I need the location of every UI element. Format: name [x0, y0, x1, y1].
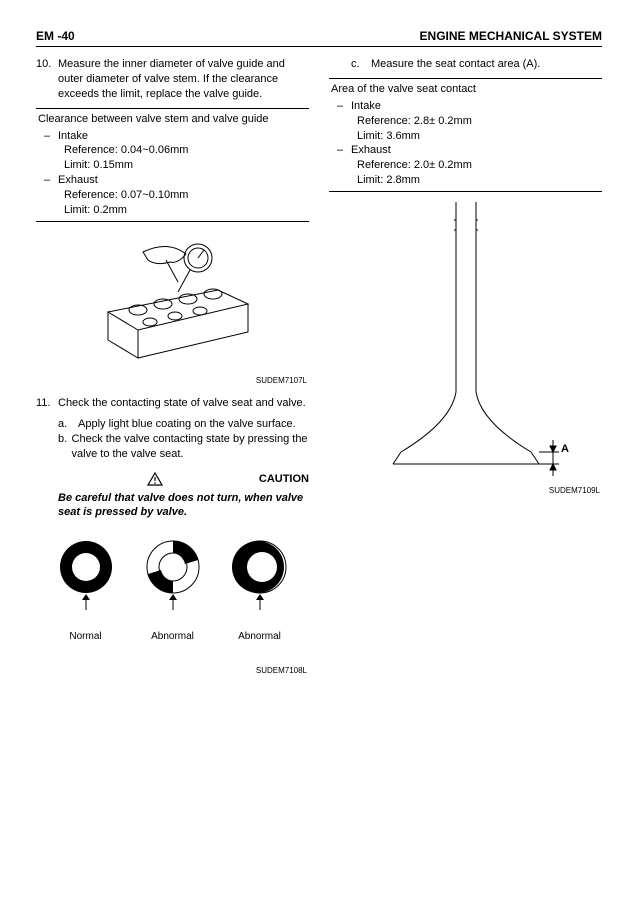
- exhaust-reference: Reference: 0.07~0.10mm: [64, 188, 307, 203]
- figure-code-3: SUDEM7109L: [329, 486, 600, 497]
- step-number: 10.: [36, 57, 58, 102]
- exhaust-reference: Reference: 2.0± 0.2mm: [357, 158, 600, 173]
- step-11b: b. Check the valve contacting state by p…: [36, 432, 309, 462]
- intake-reference: Reference: 2.8± 0.2mm: [357, 114, 600, 129]
- rings-figure: Normal Abnormal: [36, 538, 309, 644]
- step-c: c. Measure the seat contact area (A).: [329, 57, 602, 72]
- ring-abnormal-icon: [228, 538, 292, 616]
- page-id: EM -40: [36, 28, 75, 44]
- seat-contact-spec: Area of the valve seat contact –Intake R…: [329, 78, 602, 192]
- step-11: 11. Check the contacting state of valve …: [36, 396, 309, 411]
- ring-abnormal-icon: [141, 538, 205, 616]
- caution-text: Be careful that valve does not turn, whe…: [58, 491, 309, 521]
- gauge-on-head-figure: [36, 232, 309, 372]
- exhaust-label: Exhaust: [58, 173, 98, 188]
- intake-label: Intake: [351, 99, 381, 114]
- ring-label: Abnormal: [141, 630, 205, 644]
- intake-limit: Limit: 3.6mm: [357, 129, 600, 144]
- dimension-a-label: A: [561, 443, 569, 455]
- exhaust-limit: Limit: 2.8mm: [357, 173, 600, 188]
- caution-heading: CAUTION: [58, 472, 309, 487]
- clearance-spec: Clearance between valve stem and valve g…: [36, 108, 309, 222]
- figure-code-2: SUDEM7108L: [36, 666, 307, 677]
- substep-letter: c.: [351, 57, 371, 72]
- spec-title: Clearance between valve stem and valve g…: [38, 112, 307, 127]
- intake-limit: Limit: 0.15mm: [64, 158, 307, 173]
- spec-title: Area of the valve seat contact: [331, 82, 600, 97]
- substep-text: Check the valve contacting state by pres…: [72, 432, 309, 462]
- left-column: 10. Measure the inner diameter of valve …: [36, 57, 309, 686]
- step-text: Check the contacting state of valve seat…: [58, 396, 309, 411]
- step-10: 10. Measure the inner diameter of valve …: [36, 57, 309, 102]
- ring-label: Abnormal: [228, 630, 292, 644]
- substep-text: Measure the seat contact area (A).: [371, 57, 540, 72]
- valve-figure: A: [329, 202, 602, 482]
- figure-code-1: SUDEM7107L: [36, 376, 307, 387]
- ring-normal-icon: [54, 538, 118, 616]
- exhaust-label: Exhaust: [351, 143, 391, 158]
- substep-text: Apply light blue coating on the valve su…: [78, 417, 296, 432]
- step-11a: a. Apply light blue coating on the valve…: [36, 417, 309, 432]
- right-column: c. Measure the seat contact area (A). Ar…: [329, 57, 602, 686]
- intake-reference: Reference: 0.04~0.06mm: [64, 143, 307, 158]
- ring-label: Normal: [54, 630, 118, 644]
- step-number: 11.: [36, 396, 58, 411]
- section-title: ENGINE MECHANICAL SYSTEM: [420, 28, 602, 44]
- step-text: Measure the inner diameter of valve guid…: [58, 57, 309, 102]
- warning-icon: [147, 472, 163, 486]
- intake-label: Intake: [58, 129, 88, 144]
- caution-label: CAUTION: [259, 472, 309, 487]
- exhaust-limit: Limit: 0.2mm: [64, 203, 307, 218]
